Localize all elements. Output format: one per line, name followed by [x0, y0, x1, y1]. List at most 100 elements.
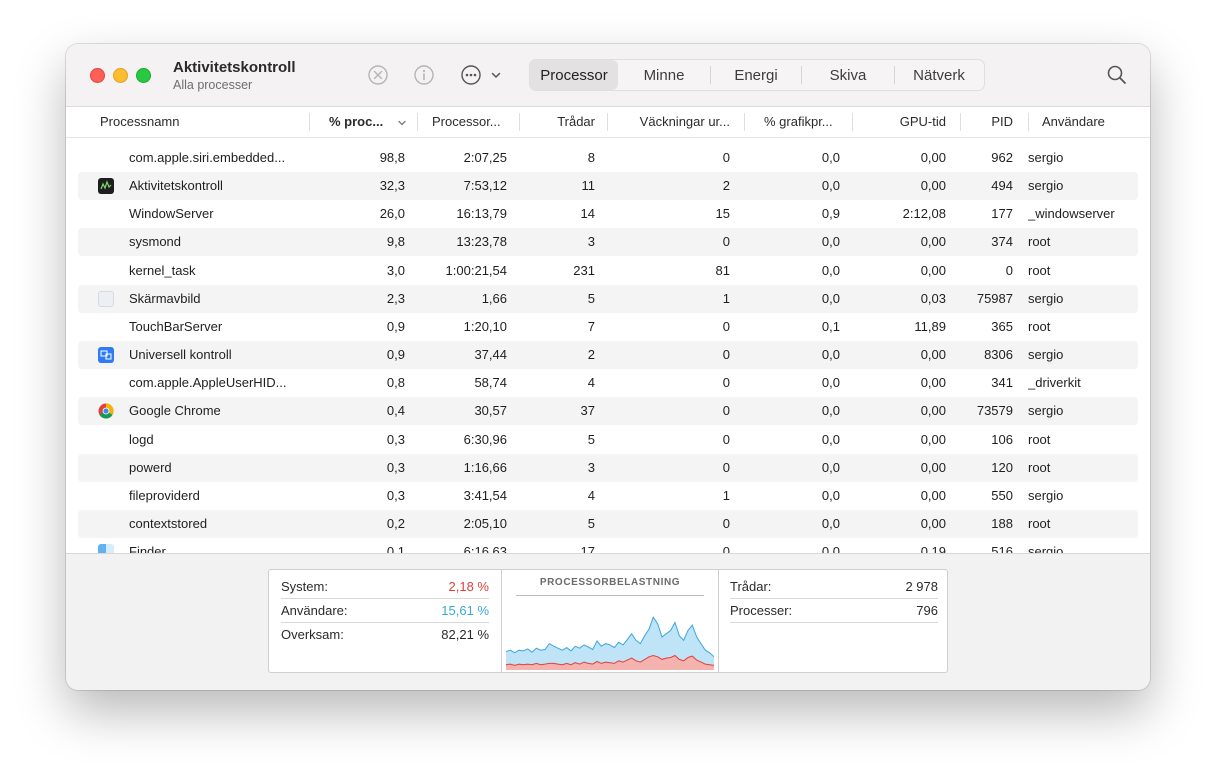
table-row[interactable]: contextstored 0,2 2:05,10 5 0 0,0 0,00 188 root	[78, 509, 1138, 538]
stat-user: Användare: 15,61 %	[281, 599, 489, 623]
table-row[interactable]: TouchBarServer 0,9 1:20,10 7 0 0,1 11,89 365 roo…	[78, 313, 1138, 341]
cell-cpu-percent: 2,3	[386, 290, 405, 306]
column-divider	[1028, 113, 1029, 131]
cell-cpu-percent: 0,9	[386, 318, 405, 334]
cell-gpu-time: 0,03	[920, 290, 946, 306]
cell-idle-wakeups: 0	[722, 150, 730, 165]
cell-cpu-percent: 0,3	[386, 487, 405, 503]
cell-gpu-percent: 0,0	[821, 515, 840, 531]
cell-gpu-time: 0,00	[920, 487, 946, 503]
cell-idle-wakeups: 0	[722, 403, 730, 419]
cell-gpu-time: 0,00	[920, 459, 946, 475]
titlebar: Aktivitetskontroll Alla processer Proces…	[66, 44, 1150, 107]
cell-idle-wakeups: 15	[715, 206, 730, 222]
magnifying-glass-icon[interactable]	[1106, 64, 1128, 86]
cell-gpu-time: 0,19	[920, 544, 946, 553]
view-tabs: Processor Minne Energi Skiva Nätverk	[529, 59, 985, 91]
cell-cpu-time: 37,44	[474, 347, 507, 363]
more-options-icon[interactable]	[460, 64, 482, 86]
cpu-load-divider	[516, 595, 704, 596]
column-header-user[interactable]: Användare	[1042, 114, 1105, 129]
universal-control-icon	[98, 347, 114, 364]
sort-descending-icon[interactable]	[397, 118, 407, 128]
info-icon[interactable]	[413, 64, 435, 86]
table-row[interactable]: Skärmavbild 2,3 1,66 5 1 0,0 0,03 75987 sergio	[78, 284, 1138, 313]
column-header-gpu-time[interactable]: GPU-tid	[899, 114, 946, 129]
tab-processor[interactable]: Processor	[530, 60, 618, 90]
table-row[interactable]: Finder 0,1 6:16,63 17 0 0,0 0,19 516 sergio	[78, 538, 1138, 553]
column-header-process-name[interactable]: Processnamn	[100, 114, 180, 129]
cell-pid: 8306	[984, 347, 1013, 363]
tab-divider	[894, 66, 895, 84]
table-row[interactable]: Universell kontroll 0,9 37,44 2 0 0,0 0,00 8306…	[78, 341, 1138, 370]
cell-cpu-time: 2:05,10	[463, 515, 507, 531]
tab-natverk[interactable]: Nätverk	[913, 66, 965, 84]
column-header-gpu-percent[interactable]: % grafikpr...	[764, 114, 833, 129]
table-row[interactable]: Aktivitetskontroll 32,3 7:53,12 11 2 0,0 0,00 4…	[78, 172, 1138, 201]
table-row[interactable]: Google Chrome 0,4 30,57 37 0 0,0 0,00 73579 serg…	[78, 397, 1138, 426]
cell-cpu-time: 6:30,96	[463, 431, 507, 447]
cell-user-name: sergio	[1028, 290, 1064, 306]
table-row[interactable]: logd 0,3 6:30,96 5 0 0,0 0,00 106 root	[78, 426, 1138, 454]
chrome-icon	[98, 403, 114, 419]
table-row[interactable]: powerd 0,3 1:16,66 3 0 0,0 0,00 120 root	[78, 453, 1138, 482]
tab-divider	[801, 66, 802, 84]
cell-idle-wakeups: 0	[722, 318, 730, 334]
cell-pid: 0	[1005, 262, 1013, 278]
cell-pid: 962	[991, 150, 1013, 165]
cell-gpu-time: 0,00	[920, 403, 946, 419]
cell-cpu-time: 1:00:21,54	[445, 262, 507, 278]
cell-user-name: root	[1028, 515, 1051, 531]
stop-process-icon[interactable]	[367, 64, 389, 86]
close-window-button[interactable]	[90, 68, 105, 83]
column-header-threads[interactable]: Trådar	[557, 114, 595, 129]
cell-cpu-time: 6:16,63	[463, 544, 507, 553]
tab-energi[interactable]: Energi	[734, 66, 778, 84]
cell-process-name: Google Chrome	[129, 403, 221, 419]
cell-gpu-percent: 0,0	[821, 487, 840, 503]
cell-thread-count: 5	[587, 515, 595, 531]
activity-monitor-icon	[98, 178, 114, 195]
table-row[interactable]: fileproviderd 0,3 3:41,54 4 1 0,0 0,00 550 sergi…	[78, 482, 1138, 510]
cell-gpu-percent: 0,0	[821, 262, 840, 278]
cell-cpu-time: 30,57	[474, 403, 507, 419]
cell-cpu-time: 7:53,12	[463, 178, 507, 194]
minimize-window-button[interactable]	[113, 68, 128, 83]
cell-thread-count: 7	[587, 318, 595, 334]
cell-cpu-time: 2:07,25	[463, 150, 507, 165]
cell-process-name: TouchBarServer	[129, 318, 223, 334]
column-divider	[607, 113, 608, 131]
cell-cpu-percent: 0,4	[386, 403, 405, 419]
cell-gpu-time: 0,00	[920, 515, 946, 531]
tab-minne[interactable]: Minne	[643, 66, 685, 84]
cell-thread-count: 5	[587, 290, 595, 306]
cell-gpu-time: 0,00	[920, 234, 946, 250]
cell-gpu-time: 0,00	[920, 150, 946, 165]
cell-cpu-time: 16:13,79	[456, 206, 507, 222]
zoom-window-button[interactable]	[136, 68, 151, 83]
cell-cpu-percent: 98,8	[379, 150, 405, 165]
cell-idle-wakeups: 0	[722, 375, 730, 391]
table-row[interactable]: WindowServer 26,0 16:13,79 14 15 0,9 2:12,08 17…	[78, 200, 1138, 228]
cell-cpu-time: 13:23,78	[456, 234, 507, 250]
user-load-area	[506, 617, 714, 670]
chevron-down-icon[interactable]	[490, 69, 502, 81]
table-row[interactable]: com.apple.AppleUserHID... 0,8 58,74 4 0 0,0 0,…	[78, 369, 1138, 397]
cell-idle-wakeups: 0	[722, 234, 730, 250]
column-header-pid[interactable]: PID	[991, 114, 1013, 129]
column-header-cpu-percent[interactable]: % proc...	[329, 114, 384, 129]
cell-cpu-time: 1:20,10	[463, 318, 507, 334]
cell-user-name: root	[1028, 431, 1051, 447]
tab-skiva[interactable]: Skiva	[829, 66, 867, 84]
stat-system-label: System:	[281, 579, 328, 594]
table-row[interactable]: kernel_task 3,0 1:00:21,54 231 81 0,0 0,00 0 roo…	[78, 257, 1138, 285]
cell-process-name: WindowServer	[129, 206, 214, 222]
cell-process-name: com.apple.siri.embedded...	[129, 150, 286, 165]
table-row[interactable]: sysmond 9,8 13:23,78 3 0 0,0 0,00 374 root	[78, 228, 1138, 257]
table-row[interactable]: com.apple.siri.embedded... 98,8 2:07,25 8 0 0…	[78, 144, 1138, 172]
column-header-idle-wakeups[interactable]: Väckningar ur...	[639, 114, 730, 129]
cell-cpu-percent: 0,2	[386, 515, 405, 531]
cell-cpu-percent: 0,3	[386, 459, 405, 475]
stat-processes-value: 796	[916, 603, 938, 618]
column-header-cpu-time[interactable]: Processor...	[432, 114, 501, 129]
